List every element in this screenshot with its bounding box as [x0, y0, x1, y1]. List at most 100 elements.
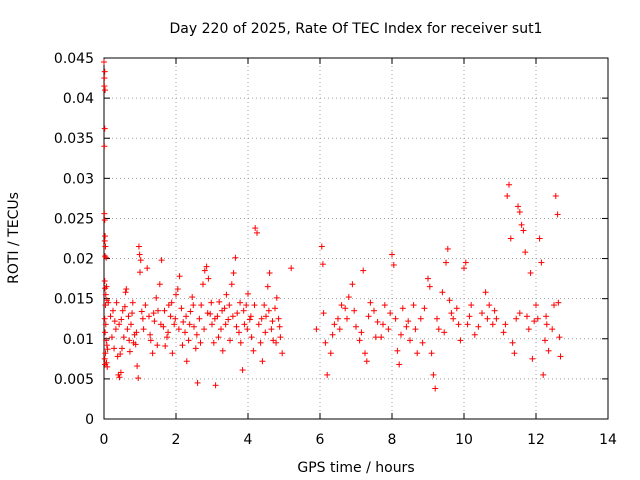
data-point — [536, 235, 543, 242]
data-point — [515, 203, 521, 210]
data-point — [248, 334, 255, 341]
data-point — [102, 243, 109, 250]
data-point — [245, 290, 251, 297]
data-point — [419, 339, 426, 346]
data-point — [101, 125, 108, 132]
data-point — [153, 294, 160, 301]
data-point — [554, 211, 561, 218]
y-tick-label: 0.005 — [54, 372, 94, 388]
data-point — [421, 305, 428, 312]
data-point — [215, 334, 222, 341]
data-point — [520, 227, 527, 234]
data-point — [394, 347, 401, 354]
data-point — [246, 316, 253, 323]
data-point — [543, 313, 550, 320]
data-point — [101, 355, 108, 362]
data-point — [363, 358, 370, 365]
data-point — [555, 299, 562, 306]
y-tick-label: 0.015 — [54, 292, 94, 308]
x-tick-label: 14 — [599, 432, 617, 448]
data-point — [233, 323, 240, 330]
data-point — [385, 326, 392, 333]
data-point — [222, 321, 229, 328]
data-point — [277, 334, 284, 341]
data-point — [210, 339, 217, 346]
data-point — [101, 75, 108, 82]
data-point — [198, 302, 205, 309]
data-point — [542, 337, 548, 344]
data-point — [430, 371, 437, 378]
data-point — [174, 286, 181, 293]
data-point — [372, 334, 379, 341]
y-tick-label: 0.045 — [54, 51, 94, 67]
data-point — [102, 329, 109, 336]
data-point — [192, 345, 199, 352]
data-point — [506, 181, 512, 188]
data-point — [189, 294, 196, 301]
data-point — [155, 307, 161, 314]
data-point — [193, 331, 200, 338]
data-point — [338, 302, 345, 309]
data-point — [407, 337, 413, 344]
data-point — [464, 321, 471, 328]
data-point — [128, 321, 134, 328]
data-point — [137, 257, 144, 264]
data-point — [381, 302, 388, 309]
data-point — [462, 259, 469, 266]
data-point — [196, 315, 203, 322]
data-point — [390, 261, 397, 268]
data-point — [169, 350, 176, 357]
data-point — [273, 339, 280, 346]
data-point — [504, 192, 511, 199]
data-point — [247, 313, 254, 320]
data-point — [154, 342, 161, 349]
data-points — [101, 59, 564, 392]
data-point — [389, 251, 395, 258]
data-point — [448, 310, 455, 317]
data-point — [392, 315, 399, 322]
data-point — [191, 323, 197, 330]
data-point — [216, 298, 223, 305]
data-point — [534, 315, 541, 322]
data-point — [211, 315, 218, 322]
data-point — [137, 269, 143, 276]
data-point — [509, 339, 516, 346]
data-point — [150, 310, 157, 317]
data-point — [331, 321, 338, 328]
data-point — [468, 302, 475, 309]
data-point — [324, 371, 331, 378]
data-point — [102, 350, 109, 357]
data-point — [200, 281, 206, 288]
data-point — [344, 315, 350, 322]
data-point — [123, 286, 130, 293]
data-point — [205, 275, 212, 282]
data-point — [207, 310, 214, 317]
data-point — [126, 337, 133, 344]
data-point — [545, 347, 552, 354]
data-point — [104, 346, 111, 353]
data-point — [428, 350, 435, 357]
data-point — [482, 289, 489, 296]
data-point — [240, 307, 247, 314]
data-point — [399, 305, 406, 312]
data-point — [162, 342, 169, 349]
data-point — [529, 355, 536, 362]
y-tick-label: 0.01 — [63, 332, 94, 348]
data-point — [149, 350, 156, 357]
y-tick-label: 0 — [85, 412, 94, 428]
data-point — [122, 289, 129, 296]
data-point — [484, 315, 491, 322]
data-point — [190, 302, 197, 309]
data-point — [146, 313, 152, 320]
data-point — [156, 281, 163, 288]
data-point — [228, 281, 235, 288]
data-point — [183, 358, 190, 365]
data-point — [439, 289, 446, 296]
data-point — [111, 318, 118, 325]
data-point — [223, 291, 230, 298]
x-tick-label: 6 — [316, 432, 325, 448]
data-point — [102, 87, 109, 94]
data-point — [531, 318, 538, 325]
data-point — [500, 329, 507, 336]
